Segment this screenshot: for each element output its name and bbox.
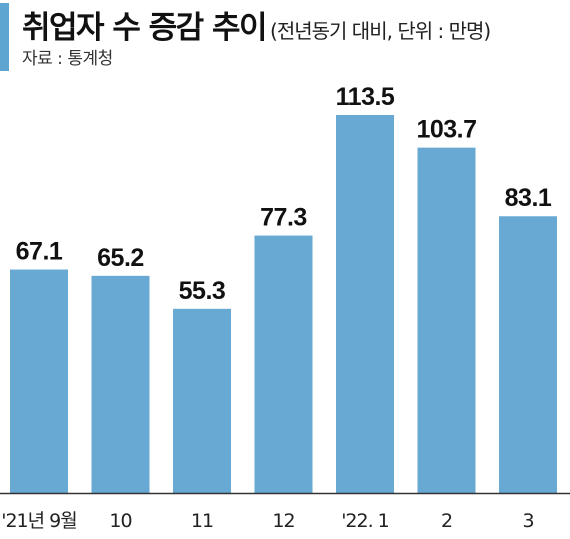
x-tick-label: 3 <box>522 510 533 532</box>
title-accent-bar <box>0 3 9 71</box>
bar-value-label: 83.1 <box>505 184 552 212</box>
bar-value-label: 113.5 <box>336 83 395 111</box>
x-tick-label: 10 <box>109 510 131 532</box>
chart-subtitle: (전년동기 대비, 단위 : 만명) <box>270 19 491 43</box>
x-tick-label: '22. 1 <box>341 510 389 532</box>
bar <box>417 147 476 493</box>
bar-value-label: 103.7 <box>416 116 476 144</box>
bar-value-label: 55.3 <box>179 277 226 305</box>
bar-value-label: 77.3 <box>260 204 307 232</box>
bar <box>336 115 394 493</box>
x-tick-label: 11 <box>191 510 213 532</box>
bar-value-label: 65.2 <box>97 244 144 272</box>
x-tick-label: 12 <box>272 510 294 532</box>
bar <box>10 269 68 493</box>
chart-header: 취업자 수 증감 추이 (전년동기 대비, 단위 : 만명) <box>22 2 491 47</box>
x-tick-label: 2 <box>441 510 452 532</box>
bar <box>254 235 313 493</box>
bar <box>499 216 557 493</box>
chart-title: 취업자 수 증감 추이 <box>22 10 268 46</box>
x-tick-label: '21년 9월 <box>1 510 77 532</box>
bar <box>91 275 150 493</box>
source-note: 자료 : 통계청 <box>22 49 113 69</box>
bar <box>173 308 231 493</box>
bar-value-label: 67.1 <box>16 238 63 266</box>
